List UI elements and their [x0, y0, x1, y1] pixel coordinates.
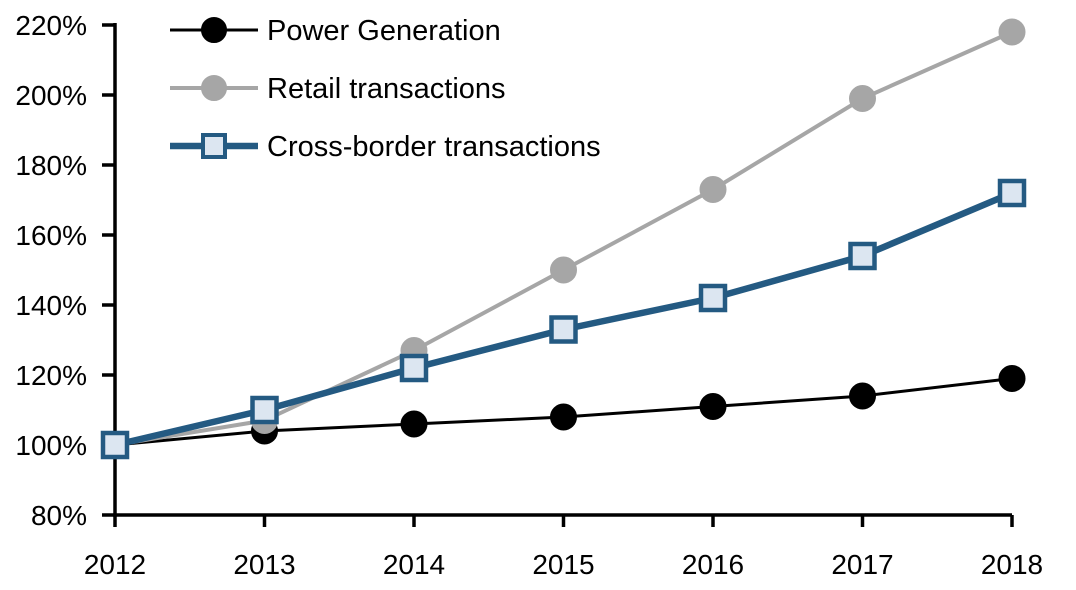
series-line-1: [114, 30, 1013, 447]
legend-key-marker: [201, 17, 227, 43]
data-point-marker: [250, 395, 279, 425]
data-point-marker: [699, 176, 727, 203]
y-axis-tick-label: 140%: [15, 290, 87, 321]
data-point-marker: [848, 241, 877, 271]
x-axis-tick-label: 2013: [233, 549, 295, 580]
y-axis-tick-label: 100%: [15, 430, 87, 461]
x-axis-tick-label: 2015: [532, 549, 594, 580]
legend-label: Retail transactions: [267, 73, 506, 105]
y-axis-tick-label: 160%: [15, 220, 87, 251]
data-point-marker: [998, 18, 1026, 46]
y-axis-tick-label: 200%: [15, 80, 87, 111]
x-axis-tick-label: 2016: [682, 549, 744, 580]
legend-key-marker: [201, 133, 227, 159]
x-axis-tick-label: 2014: [383, 549, 445, 580]
data-point-marker: [399, 353, 429, 383]
data-point-marker: [997, 178, 1027, 208]
data-point-marker: [550, 256, 577, 284]
data-point-marker: [849, 85, 876, 112]
legend-label: Cross-border transactions: [267, 131, 601, 163]
legend-key-marker: [201, 75, 227, 101]
y-axis-tick-label: 120%: [15, 360, 87, 391]
x-axis-tick-label: 2017: [831, 549, 893, 580]
data-point-marker: [100, 430, 130, 460]
data-point-marker: [849, 382, 876, 410]
y-axis-tick-label: 80%: [31, 500, 87, 531]
data-point-marker: [998, 365, 1026, 392]
x-axis-tick-label: 2012: [84, 549, 146, 580]
y-axis-tick-label: 180%: [15, 150, 87, 181]
data-point-marker: [400, 410, 428, 438]
data-point-marker: [698, 283, 728, 313]
data-point-marker: [550, 403, 577, 431]
x-axis-tick-label: 2018: [981, 549, 1043, 580]
y-axis-tick-label: 220%: [15, 10, 87, 41]
legend-label: Power Generation: [267, 15, 501, 47]
data-point-marker: [549, 315, 578, 344]
data-point-marker: [699, 393, 727, 420]
